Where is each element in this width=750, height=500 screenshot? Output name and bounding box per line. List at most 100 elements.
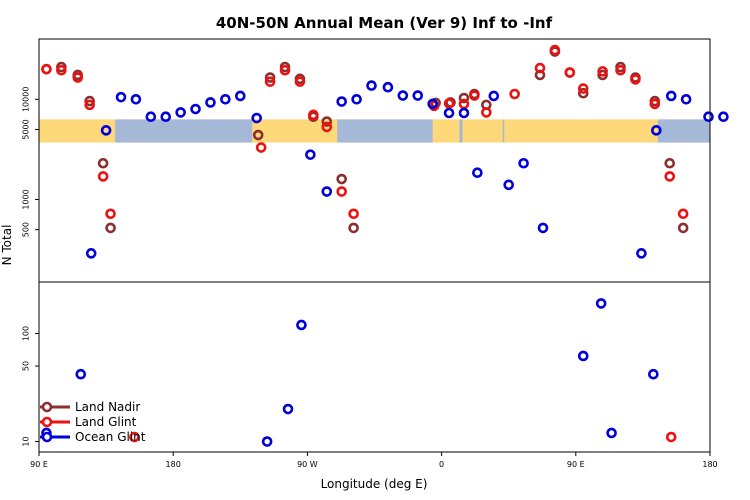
land-nadir-point <box>577 87 589 99</box>
x-tick-label: 90 E <box>567 460 585 469</box>
ocean-glint-point <box>85 248 97 259</box>
land-nadir-point <box>97 157 109 169</box>
lower-y-axis: 10 50 100 <box>22 326 39 447</box>
land-nadir-point <box>321 116 333 127</box>
ocean-glint-point <box>160 111 172 123</box>
map-ocean-segment <box>115 119 253 143</box>
x-axis-label: Longitude (deg E) <box>321 477 428 491</box>
land-nadir-point <box>458 92 470 104</box>
ocean-glint-point <box>336 96 347 107</box>
ocean-glint-point <box>665 90 677 102</box>
land-glint-point <box>458 98 470 110</box>
x-tick-label: 180 <box>702 460 717 469</box>
ocean-glint-point <box>251 112 263 124</box>
legend-label-ocean-glint: Ocean Glint <box>75 430 146 444</box>
legend-marker-land-nadir <box>41 401 53 413</box>
land-glint-point <box>255 142 267 153</box>
x-axis: 90 E 180 90 W 0 90 E 180 <box>30 452 718 469</box>
land-glint-point <box>677 208 689 220</box>
ocean-glint-point <box>115 91 127 103</box>
ocean-glint-point <box>537 222 549 234</box>
ocean-glint-point <box>366 80 377 91</box>
y-tick-label: 10000 <box>22 87 31 112</box>
land-glint-point <box>665 431 677 443</box>
land-glint-point <box>321 121 333 133</box>
ocean-glint-point <box>296 319 307 331</box>
land-glint-point <box>97 171 109 182</box>
ocean-glint-point <box>595 298 607 309</box>
land-glint-point <box>105 208 116 220</box>
ocean-glint-point <box>680 94 692 105</box>
land-nadir-point <box>677 222 689 234</box>
ocean-glint-point <box>175 107 186 118</box>
land-glint-point <box>279 64 291 76</box>
ocean-glint-point <box>397 90 409 101</box>
land-glint-point <box>549 44 561 56</box>
ocean-glint-point <box>606 427 617 439</box>
ocean-glint-point <box>321 186 333 197</box>
ocean-glint-point <box>412 90 424 101</box>
x-tick-label: 0 <box>439 460 444 469</box>
ocean-glint-point <box>518 157 529 169</box>
y-axis-label: N Total <box>0 225 14 266</box>
land-glint-point <box>72 72 84 83</box>
land-glint-point <box>308 109 319 121</box>
y-tick-label: 500 <box>22 222 31 237</box>
land-nadir-point <box>264 72 276 83</box>
legend-label-land-nadir: Land Nadir <box>75 400 140 414</box>
land-glint-point <box>129 431 140 443</box>
ocean-glint-point <box>205 97 216 108</box>
y-tick-label: 50 <box>22 361 31 371</box>
ocean-glint-point <box>220 94 231 105</box>
map-ocean-segment <box>657 119 710 143</box>
x-tick-label: 180 <box>166 460 181 469</box>
y-tick-label: 100 <box>22 326 31 341</box>
land-glint-point <box>481 107 492 118</box>
ocean-glint-point <box>100 125 112 136</box>
ocean-glint-point <box>305 149 316 160</box>
land-glint-point <box>630 74 641 85</box>
ocean-glint-point <box>145 111 157 123</box>
ocean-glint-point <box>577 350 589 362</box>
ocean-glint-point <box>503 179 515 191</box>
ocean-glint-point <box>190 103 201 115</box>
ocean-glint-point <box>443 107 455 119</box>
legend-marker-ocean-glint <box>41 431 53 443</box>
y-tick-label: 1000 <box>22 189 31 209</box>
upper-scatter-points <box>41 44 729 259</box>
land-nadir-point <box>252 129 264 141</box>
ocean-glint-point <box>703 111 714 123</box>
land-glint-point <box>564 67 576 78</box>
ocean-glint-point <box>636 248 647 259</box>
ocean-glint-point <box>718 111 729 123</box>
ocean-glint-point <box>261 436 273 447</box>
land-glint-point <box>664 171 676 182</box>
ocean-glint-point <box>282 403 294 415</box>
land-glint-point <box>294 76 306 87</box>
map-ocean-segment <box>337 119 433 143</box>
legend-marker-land-glint <box>41 416 53 428</box>
land-glint-point <box>41 63 52 75</box>
ocean-glint-point <box>648 368 659 380</box>
land-glint-point <box>534 62 546 74</box>
land-glint-point <box>649 98 661 110</box>
land-nadir-point <box>348 222 359 234</box>
land-glint-point <box>615 64 626 76</box>
land-nadir-point <box>84 95 95 107</box>
land-nadir-point <box>597 69 608 81</box>
land-nadir-point <box>336 173 347 185</box>
legend-label-land-glint: Land Glint <box>75 415 137 429</box>
ocean-glint-point <box>427 98 438 110</box>
ocean-glint-point <box>382 81 394 93</box>
lower-panel: 10 50 100 <box>22 281 711 453</box>
land-glint-point <box>443 98 455 109</box>
land-glint-point <box>336 186 347 197</box>
x-tick-label: 90 E <box>30 460 48 469</box>
ocean-glint-point <box>235 90 246 102</box>
map-ocean-segment <box>502 119 505 143</box>
ocean-glint-point <box>488 90 500 102</box>
lower-scatter-points <box>41 298 677 447</box>
chart-title: 40N-50N Annual Mean (Ver 9) Inf to -Inf <box>216 14 553 32</box>
